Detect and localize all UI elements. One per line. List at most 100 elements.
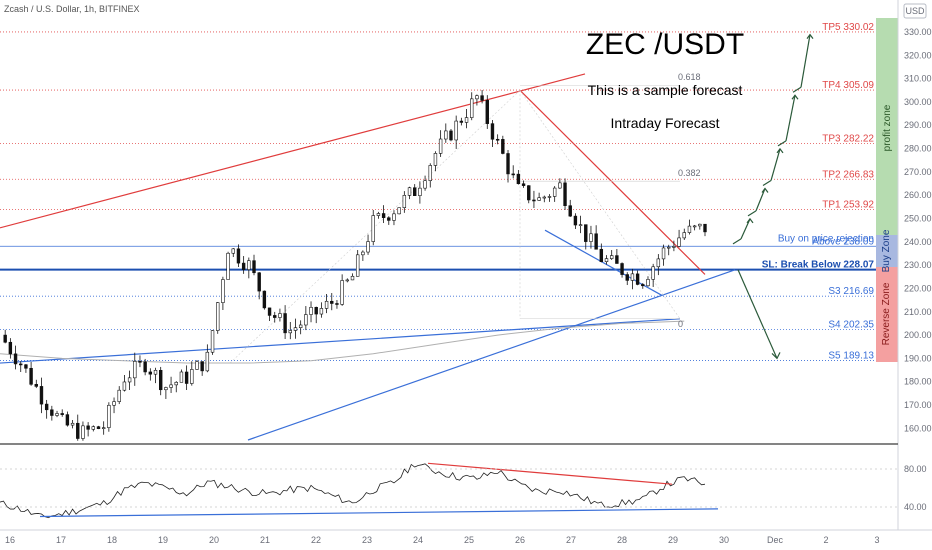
time-tick-label: 17 <box>56 535 66 545</box>
rsi-tick-label: 40.00 <box>904 502 927 512</box>
reverse-zone-box <box>876 267 898 362</box>
time-tick-label: 20 <box>209 535 219 545</box>
candle-body <box>195 361 199 370</box>
candle-body <box>133 361 137 379</box>
time-tick-label: 18 <box>107 535 117 545</box>
candle-body <box>641 284 645 287</box>
candle-body <box>589 233 593 242</box>
level-label: TP1 253.92 <box>822 199 874 210</box>
forecast-leg <box>785 95 796 142</box>
candle-body <box>76 422 80 439</box>
time-tick-label: 21 <box>260 535 270 545</box>
candle-body <box>340 280 344 305</box>
candle-body <box>677 237 681 247</box>
rsi-support-line <box>39 508 719 518</box>
candle-body <box>345 279 350 282</box>
price-tick-label: 200.00 <box>904 330 932 340</box>
candle-body <box>314 306 318 315</box>
candle-body <box>60 413 64 415</box>
candle-body <box>319 308 324 315</box>
symbol-title: Zcash / U.S. Dollar, 1h, BITFINEX <box>4 4 140 14</box>
price-tick-label: 260.00 <box>904 190 932 200</box>
candle-body <box>153 369 158 375</box>
candle-body <box>179 371 184 383</box>
price-tick-label: 220.00 <box>904 283 932 293</box>
price-tick-label: 300.00 <box>904 97 932 107</box>
chart-title: ZEC /USDT <box>586 28 744 61</box>
down-forecast-leg <box>737 269 778 359</box>
candle-body <box>278 313 282 318</box>
candle-body <box>438 138 443 154</box>
candle-body <box>350 275 355 281</box>
candle-body <box>221 279 225 303</box>
candle-body <box>210 330 215 353</box>
candle-body <box>402 195 407 208</box>
candle-body <box>288 330 292 334</box>
candle-body <box>397 207 401 215</box>
candle-body <box>495 138 500 141</box>
candle-body <box>8 341 13 355</box>
candle-body <box>501 139 505 154</box>
candle-body <box>262 290 267 309</box>
price-tick-label: 160.00 <box>904 423 932 433</box>
blue-rising-trendline <box>247 269 736 441</box>
forecast-arrowhead <box>761 187 769 193</box>
candle-body <box>407 187 412 196</box>
blue-lower-trendline <box>0 318 681 364</box>
candle-body <box>537 197 541 201</box>
candle-body <box>13 353 18 365</box>
time-tick-label: Dec <box>767 535 784 545</box>
candle-body <box>625 274 629 281</box>
candle-body <box>558 182 562 189</box>
candle-body <box>361 251 365 256</box>
candle-body <box>283 313 287 334</box>
candle-body <box>371 215 375 242</box>
time-tick-label: 3 <box>874 535 879 545</box>
axis-group: 160.00170.00180.00190.00200.00210.00220.… <box>0 27 932 545</box>
level-label: SL: Break Below 228.07 <box>762 260 875 271</box>
candle-body <box>604 258 609 262</box>
currency-badge[interactable] <box>903 3 927 19</box>
candle-body <box>70 422 75 426</box>
candle-body <box>298 324 303 328</box>
candle-body <box>646 279 650 287</box>
candle-body <box>19 363 23 366</box>
candle-body <box>485 100 489 124</box>
candle-body <box>459 120 464 123</box>
time-tick-label: 23 <box>362 535 372 545</box>
down-forecast-arrowhead <box>771 352 781 360</box>
level-label: S4 202.35 <box>828 320 874 331</box>
candle-body <box>174 381 178 386</box>
level-label: TP2 266.83 <box>822 169 874 180</box>
candle-body <box>143 361 147 373</box>
forecast-leg <box>740 218 751 240</box>
price-tick-label: 320.00 <box>904 50 932 60</box>
time-tick-label: 19 <box>158 535 168 545</box>
candle-body <box>117 389 121 402</box>
profit-zone-box <box>876 18 898 235</box>
rsi-resistance-line <box>427 462 673 485</box>
candle-body <box>470 98 474 118</box>
candle-body <box>236 248 241 264</box>
price-tick-label: 290.00 <box>904 120 932 130</box>
candle-body <box>635 273 640 285</box>
fib-diagonal <box>229 90 521 364</box>
candle-body <box>273 315 277 318</box>
candle-body <box>547 196 552 198</box>
candle-body <box>164 387 168 391</box>
price-tick-label: 210.00 <box>904 307 932 317</box>
candles-group <box>3 89 707 441</box>
candle-body <box>672 246 676 248</box>
price-tick-label: 240.00 <box>904 237 932 247</box>
candle-body <box>86 425 90 430</box>
candle-body <box>158 369 163 391</box>
candle-body <box>615 255 619 264</box>
candle-body <box>475 95 479 100</box>
candle-body <box>423 180 427 189</box>
candle-body <box>651 266 655 280</box>
candle-body <box>667 246 671 249</box>
fib-0-label: 0 <box>678 319 683 329</box>
candle-body <box>594 233 598 250</box>
chart-subtitle: This is a sample forecast <box>588 82 743 98</box>
